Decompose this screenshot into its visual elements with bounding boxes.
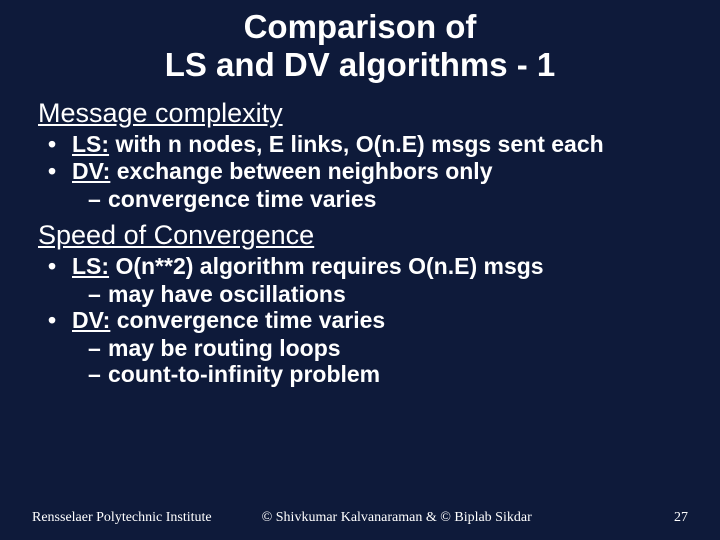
bullet-text: exchange between neighbors only <box>110 158 492 184</box>
bullet-item: DV: convergence time varies <box>38 307 690 333</box>
bullet-item: LS: O(n**2) algorithm requires O(n.E) ms… <box>38 253 690 279</box>
slide-footer: Rensselaer Polytechnic Institute © Shivk… <box>0 510 720 526</box>
bullet-label: DV: <box>72 307 110 333</box>
bullet-text: O(n**2) algorithm requires O(n.E) msgs <box>109 253 544 279</box>
title-line-2: LS and DV algorithms - 1 <box>165 46 556 83</box>
bullet-text: convergence time varies <box>110 307 385 333</box>
sub-bullet: may be routing loops <box>38 335 690 361</box>
section-heading: Message complexity <box>38 98 690 129</box>
slide-content: Comparison of LS and DV algorithms - 1 M… <box>0 0 720 387</box>
bullet-item: DV: exchange between neighbors only <box>38 158 690 184</box>
bullet-list: LS: O(n**2) algorithm requires O(n.E) ms… <box>38 253 690 387</box>
section-block: Message complexity LS: with n nodes, E l… <box>30 98 690 212</box>
bullet-item: LS: with n nodes, E links, O(n.E) msgs s… <box>38 131 690 157</box>
footer-institute: Rensselaer Polytechnic Institute <box>32 510 212 526</box>
bullet-label: DV: <box>72 158 110 184</box>
bullet-label: LS: <box>72 253 109 279</box>
section-heading: Speed of Convergence <box>38 220 690 251</box>
footer-credits: © Shivkumar Kalvanaraman & © Biplab Sikd… <box>262 510 532 526</box>
section-block: Speed of Convergence LS: O(n**2) algorit… <box>30 220 690 387</box>
slide-title: Comparison of LS and DV algorithms - 1 <box>30 8 690 84</box>
bullet-list: LS: with n nodes, E links, O(n.E) msgs s… <box>38 131 690 212</box>
sub-bullet: convergence time varies <box>38 186 690 212</box>
sub-bullet: count-to-infinity problem <box>38 361 690 387</box>
bullet-label: LS: <box>72 131 109 157</box>
sub-bullet: may have oscillations <box>38 281 690 307</box>
title-line-1: Comparison of <box>244 8 477 45</box>
footer-page-number: 27 <box>674 510 688 526</box>
bullet-text: with n nodes, E links, O(n.E) msgs sent … <box>109 131 604 157</box>
